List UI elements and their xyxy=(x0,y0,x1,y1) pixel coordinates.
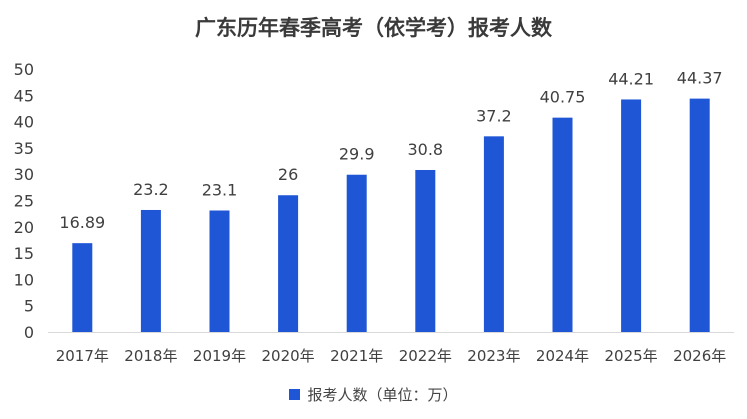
bar-value-label: 40.75 xyxy=(540,88,586,107)
legend: 报考人数（单位：万） xyxy=(0,384,747,405)
bar xyxy=(689,98,710,332)
y-tick-label: 45 xyxy=(14,86,34,105)
x-tick-label: 2025年 xyxy=(605,347,658,365)
bar-value-label: 44.21 xyxy=(608,69,654,88)
bar-value-label: 30.8 xyxy=(407,140,443,159)
y-tick-label: 50 xyxy=(14,60,34,79)
bar-value-label: 44.37 xyxy=(677,69,723,88)
bar-value-label: 37.2 xyxy=(476,106,512,125)
bar-value-label: 23.1 xyxy=(202,180,238,199)
chart-title: 广东历年春季高考（依学考）报考人数 xyxy=(195,16,552,40)
bar xyxy=(552,117,573,332)
legend-label: 报考人数（单位：万） xyxy=(307,386,458,404)
bar xyxy=(415,169,436,332)
value-labels: 16.89 23.2 23.1 26 29.9 30.8 37.2 40.75 44.21 44.… xyxy=(59,69,722,233)
y-tick-label: 35 xyxy=(14,139,34,158)
y-tick-label: 15 xyxy=(14,244,34,263)
x-axis: 2017年 2018年 2019年 2020年 2021年 2022年 2023年 2024年… xyxy=(56,347,727,365)
x-tick-label: 2017年 xyxy=(56,347,109,365)
x-tick-label: 2022年 xyxy=(399,347,452,365)
bar xyxy=(621,99,642,332)
x-tick-label: 2023年 xyxy=(467,347,520,365)
y-tick-label: 40 xyxy=(14,113,34,132)
bar-value-label: 29.9 xyxy=(339,145,375,164)
y-tick-label: 30 xyxy=(14,165,34,184)
bars xyxy=(72,98,710,332)
bar xyxy=(72,243,93,332)
bar xyxy=(346,174,367,332)
x-tick-label: 2024年 xyxy=(536,347,589,365)
y-tick-label: 5 xyxy=(24,297,34,316)
y-tick-label: 0 xyxy=(24,323,34,342)
y-axis: 0 5 10 15 20 25 30 35 40 45 50 xyxy=(14,60,34,342)
x-tick-label: 2020年 xyxy=(262,347,315,365)
y-tick-label: 25 xyxy=(14,192,34,211)
x-tick-label: 2021年 xyxy=(330,347,383,365)
bar xyxy=(278,195,299,332)
bar-value-label: 16.89 xyxy=(59,213,105,232)
x-tick-label: 2026年 xyxy=(673,347,726,365)
bar-value-label: 26 xyxy=(278,165,298,184)
bar xyxy=(209,210,230,332)
bar xyxy=(483,136,504,332)
x-tick-label: 2018年 xyxy=(124,347,177,365)
y-tick-label: 20 xyxy=(14,218,34,237)
bar xyxy=(140,209,161,332)
y-tick-label: 10 xyxy=(14,270,34,289)
bar-value-label: 23.2 xyxy=(133,180,169,199)
x-tick-label: 2019年 xyxy=(193,347,246,365)
legend-swatch xyxy=(289,389,301,400)
